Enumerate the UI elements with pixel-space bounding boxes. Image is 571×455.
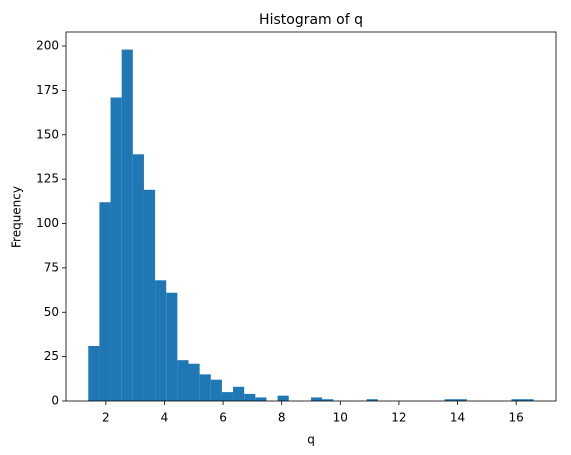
bar xyxy=(522,399,534,401)
x-tick-label: 2 xyxy=(102,411,110,425)
bar xyxy=(455,399,467,401)
bar xyxy=(233,386,245,401)
x-tick-label: 4 xyxy=(161,411,169,425)
x-axis-label: q xyxy=(307,433,315,447)
y-tick-label: 0 xyxy=(51,394,59,408)
bar xyxy=(88,345,100,401)
bar xyxy=(277,395,289,401)
bar xyxy=(188,363,200,401)
y-tick-label: 175 xyxy=(36,83,59,97)
bar xyxy=(155,280,167,401)
x-tick-label: 14 xyxy=(450,411,465,425)
bar xyxy=(210,379,222,401)
bar xyxy=(110,97,122,402)
x-tick-label: 16 xyxy=(509,411,524,425)
bar xyxy=(199,374,211,401)
bar xyxy=(444,399,456,401)
bar xyxy=(255,397,267,401)
bar xyxy=(221,392,234,401)
x-tick-label: 10 xyxy=(333,411,348,425)
chart-title: Histogram of q xyxy=(259,12,363,28)
bar xyxy=(244,393,256,401)
y-tick-label: 50 xyxy=(44,305,59,319)
x-tick-label: 6 xyxy=(219,411,227,425)
bar xyxy=(121,49,133,401)
y-tick-label: 200 xyxy=(36,39,59,53)
bar xyxy=(511,399,523,401)
bar xyxy=(366,399,378,401)
y-tick-label: 125 xyxy=(36,172,59,186)
x-tick-label: 12 xyxy=(391,411,406,425)
bar xyxy=(322,399,334,401)
bar xyxy=(132,154,144,401)
y-axis-label: Frequency xyxy=(10,186,24,248)
y-tick-label: 25 xyxy=(44,349,59,363)
bar xyxy=(311,397,323,401)
plot-frame xyxy=(65,31,557,402)
bar xyxy=(177,360,189,401)
bar xyxy=(166,292,178,401)
x-tick-label: 8 xyxy=(278,411,286,425)
bar xyxy=(99,202,111,401)
y-tick-label: 100 xyxy=(36,216,59,230)
bar xyxy=(143,189,156,401)
y-tick-label: 150 xyxy=(36,127,59,141)
y-tick-label: 75 xyxy=(44,260,59,274)
